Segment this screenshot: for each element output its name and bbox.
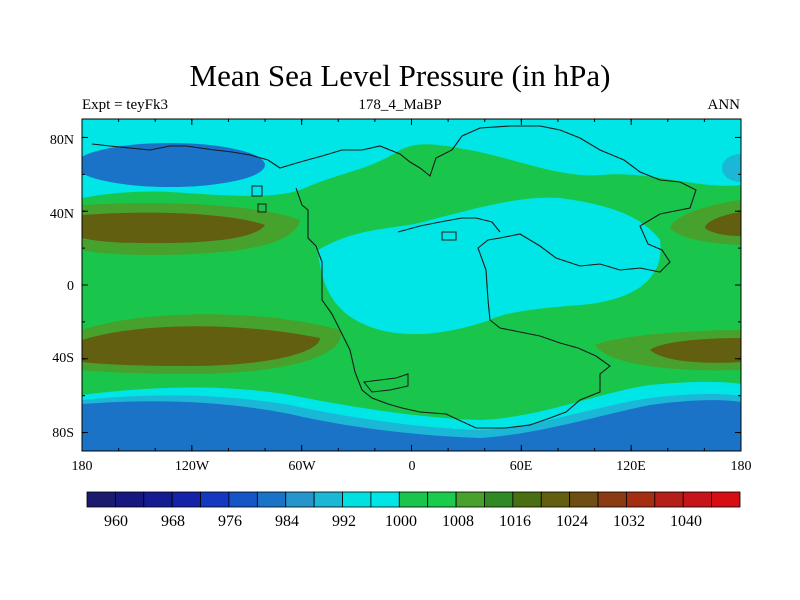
field-north-band xyxy=(82,119,741,198)
lat-label-0: 0 xyxy=(67,279,74,294)
cb-label-1032: 1032 xyxy=(613,513,645,530)
lon-label-0: 0 xyxy=(409,459,416,474)
lon-label-60w: 60W xyxy=(288,459,316,474)
colorbar-box xyxy=(313,491,343,508)
lon-label-120e: 120E xyxy=(616,459,646,474)
pressure-field xyxy=(82,119,741,451)
period-label: 178_4_MaBP xyxy=(358,97,442,113)
colorbar-box xyxy=(143,491,173,508)
coastline-inner xyxy=(397,217,501,233)
colorbar-box xyxy=(682,491,713,508)
lat-label-40S: 40S xyxy=(52,351,74,366)
field-sh-high-inner xyxy=(82,326,320,366)
lon-label-60e: 60E xyxy=(510,459,533,474)
experiment-label: Expt = teyFk3 xyxy=(82,97,168,113)
colorbar-box xyxy=(654,491,684,508)
cb-label-976: 976 xyxy=(218,513,242,530)
colorbar-box xyxy=(398,491,429,508)
page-title: Mean Sea Level Pressure (in hPa) xyxy=(189,58,611,93)
field-south-deep xyxy=(82,400,741,451)
colorbar xyxy=(86,491,741,508)
lat-label-80S: 80S xyxy=(52,426,74,441)
cb-label-960: 960 xyxy=(104,513,128,530)
season-label: ANN xyxy=(707,97,741,113)
lat-label-40N: 40N xyxy=(50,207,74,222)
lat-tick-labels: 80N 40N 0 40S 80S xyxy=(50,133,74,441)
cb-label-984: 984 xyxy=(275,513,299,530)
colorbar-box xyxy=(200,491,230,508)
field-nh-high-east-inner xyxy=(705,212,741,236)
field-polar-low-edge xyxy=(722,154,741,182)
colorbar-box xyxy=(540,491,571,508)
lon-label-180w: 180 xyxy=(72,459,93,474)
field-pangea-interior xyxy=(318,197,661,335)
lon-label-180e: 180 xyxy=(731,459,752,474)
colorbar-box xyxy=(228,491,258,508)
colorbar-box xyxy=(427,491,457,508)
lon-label-120w: 120W xyxy=(175,459,210,474)
field-polar-low xyxy=(82,143,265,187)
cb-label-1000: 1000 xyxy=(385,513,417,530)
colorbar-box xyxy=(597,491,627,508)
cb-label-1016: 1016 xyxy=(499,513,531,530)
colorbar-box xyxy=(342,491,372,508)
colorbar-box xyxy=(484,491,514,508)
colorbar-labels: 960 968 976 984 992 1000 1008 1016 1024 … xyxy=(104,513,702,530)
field-nh-high-inner xyxy=(82,212,265,244)
colorbar-box xyxy=(569,491,599,508)
colorbar-box xyxy=(370,491,400,508)
coastline-islands xyxy=(251,185,457,393)
colorbar-box xyxy=(285,491,315,508)
colorbar-box xyxy=(256,491,287,508)
colorbar-box xyxy=(114,491,145,508)
colorbar-box xyxy=(626,491,656,508)
lat-label-80N: 80N xyxy=(50,133,74,148)
colorbar-box xyxy=(171,491,201,508)
colorbar-box xyxy=(711,491,741,508)
field-sh-high-east-inner xyxy=(650,338,741,363)
coastline xyxy=(91,125,697,429)
axis-ticks xyxy=(81,119,742,451)
cb-label-1024: 1024 xyxy=(556,513,588,530)
lon-tick-labels: 180 120W 60W 0 60E 120E 180 xyxy=(72,459,752,474)
colorbar-box xyxy=(512,491,542,508)
colorbar-box xyxy=(86,491,116,508)
cb-label-1008: 1008 xyxy=(442,513,474,530)
cb-label-992: 992 xyxy=(332,513,356,530)
cb-label-1040: 1040 xyxy=(670,513,702,530)
cb-label-968: 968 xyxy=(161,513,185,530)
colorbar-box xyxy=(455,491,485,508)
